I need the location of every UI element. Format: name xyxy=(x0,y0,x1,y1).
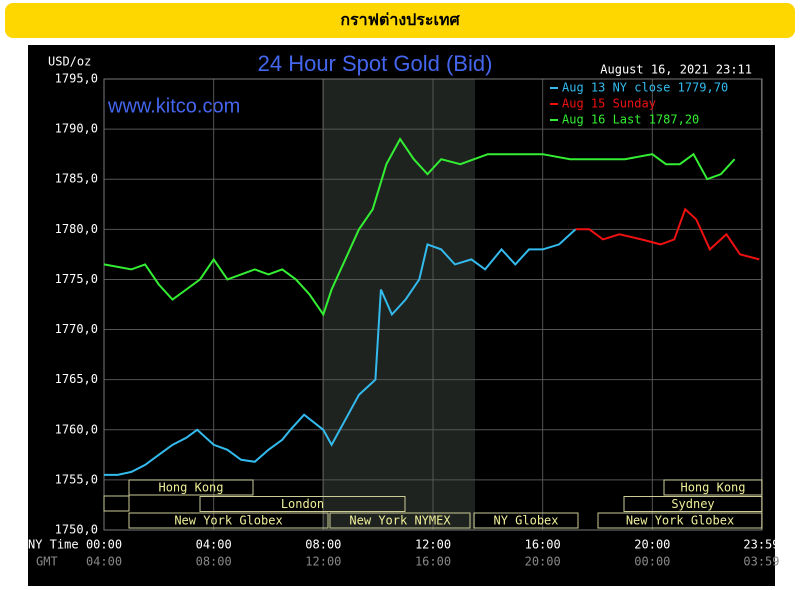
x2-tick-label: 16:00 xyxy=(415,555,451,569)
x-tick-label: 20:00 xyxy=(634,538,670,552)
x2-tick-label: 03:59 xyxy=(743,555,779,569)
watermark: www.kitco.com xyxy=(107,95,240,117)
y-tick-label: 1790,0 xyxy=(55,122,98,136)
session-shade xyxy=(322,79,475,530)
x-axis-label: NY Time xyxy=(28,538,79,552)
x2-tick-label: 20:00 xyxy=(525,555,561,569)
header-title: กราฟต่างประเทศ xyxy=(340,12,460,29)
price-line xyxy=(575,207,760,261)
session-box xyxy=(103,495,130,512)
x2-tick-label: 08:00 xyxy=(196,555,232,569)
x-tick-label: 23:59 xyxy=(743,538,779,552)
session-box xyxy=(128,479,254,496)
legend-label: Aug 13 NY close 1779,70 xyxy=(562,81,728,95)
x2-tick-label: 00:00 xyxy=(634,555,670,569)
session-label: Hong Kong xyxy=(158,481,223,495)
y-tick-label: 1765,0 xyxy=(55,372,98,386)
price-line xyxy=(104,228,577,476)
y-tick-label: 1770,0 xyxy=(55,322,98,336)
legend-label: Aug 16 Last 1787,20 xyxy=(562,113,699,127)
session-box xyxy=(663,479,763,496)
y-tick-label: 1780,0 xyxy=(55,222,98,236)
x-tick-label: 00:00 xyxy=(86,538,122,552)
y-tick-label: 1760,0 xyxy=(55,422,98,436)
timestamp: August 16, 2021 23:11 xyxy=(600,63,752,77)
session-box xyxy=(473,512,579,529)
plot-frame xyxy=(103,78,763,531)
y-tick-label: 1775,0 xyxy=(55,272,98,286)
session-label: New York Globex xyxy=(174,514,282,528)
x2-axis-label: GMT xyxy=(36,555,58,569)
y-tick-label: 1785,0 xyxy=(55,172,98,186)
y-axis-label: USD/oz xyxy=(48,55,91,69)
header-bar xyxy=(5,3,795,38)
x-tick-label: 12:00 xyxy=(415,538,451,552)
session-label: London xyxy=(281,497,324,511)
y-tick-label: 1795,0 xyxy=(55,72,98,86)
y-tick-label: 1755,0 xyxy=(55,472,98,486)
chart-title: 24 Hour Spot Gold (Bid) xyxy=(258,51,493,76)
session-label: NY Globex xyxy=(493,514,558,528)
price-line xyxy=(103,137,736,317)
x-tick-label: 08:00 xyxy=(305,538,341,552)
y-tick-label: 1750,0 xyxy=(55,523,98,537)
x-tick-label: 04:00 xyxy=(196,538,232,552)
legend-label: Aug 15 Sunday xyxy=(562,97,656,111)
session-label: Hong Kong xyxy=(680,481,745,495)
session-box xyxy=(623,496,763,512)
session-label: Sydney xyxy=(671,497,714,511)
session-label: New York Globex xyxy=(626,514,734,528)
session-box xyxy=(597,512,763,529)
x2-tick-label: 12:00 xyxy=(305,555,341,569)
session-box xyxy=(128,512,329,529)
session-box xyxy=(199,496,406,512)
session-label: New York NYMEX xyxy=(349,514,451,528)
session-box xyxy=(329,512,471,529)
x2-tick-label: 04:00 xyxy=(86,555,122,569)
x-tick-label: 16:00 xyxy=(525,538,561,552)
